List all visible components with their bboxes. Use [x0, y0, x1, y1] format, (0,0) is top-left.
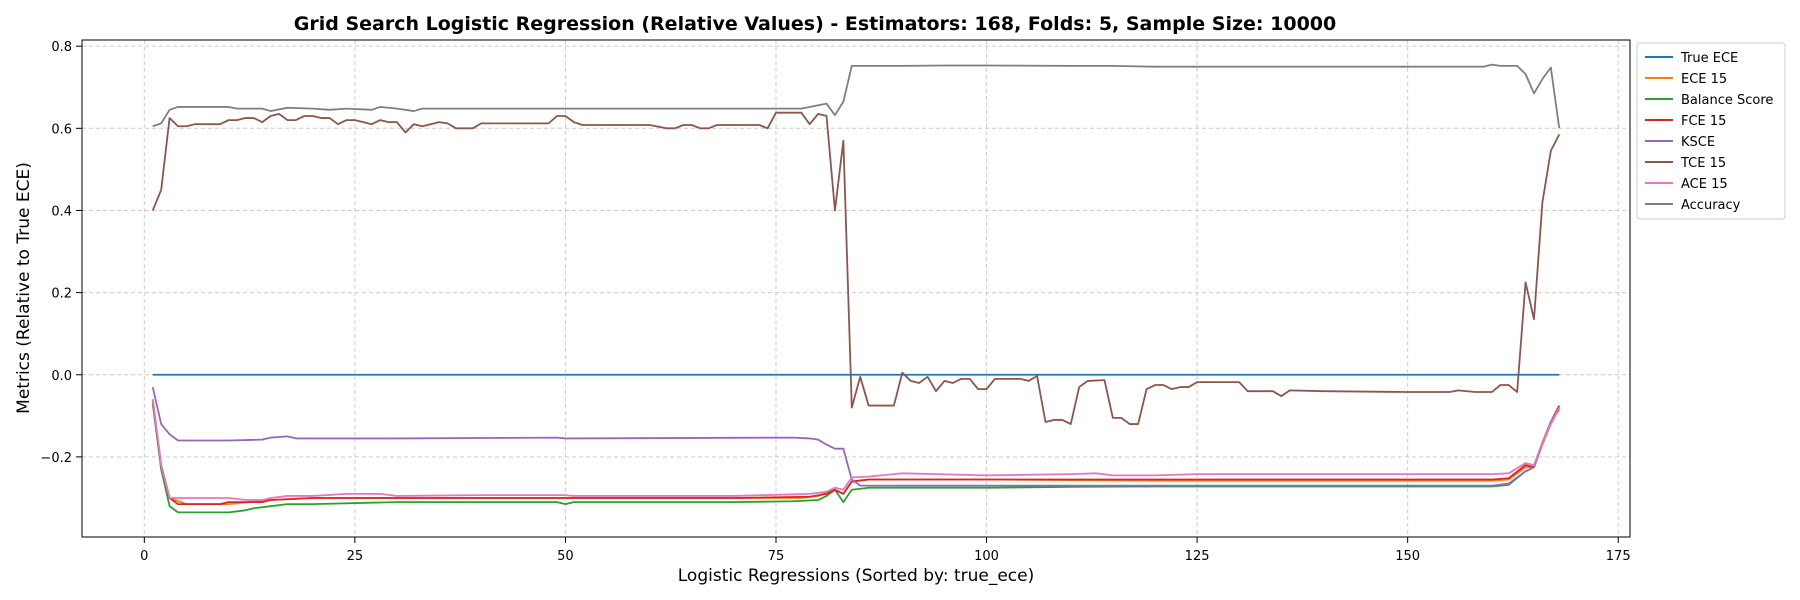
y-tick-label: 0.4 — [51, 204, 72, 219]
series-line-accuracy — [152, 63, 1561, 129]
y-tick-label: 0.2 — [51, 287, 72, 302]
x-tick-label: 175 — [1606, 549, 1631, 564]
legend-label: Accuracy — [1681, 198, 1741, 213]
x-tick-label: 0 — [140, 549, 148, 564]
y-tick-label: 0.6 — [51, 122, 72, 137]
x-tick-label: 125 — [1185, 549, 1210, 564]
y-tick-label: 0.8 — [51, 40, 72, 55]
legend: True ECE ECE 15 Balance Score FCE 15 KSCE TCE… — [1636, 42, 1786, 220]
legend-label: FCE 15 — [1681, 114, 1726, 129]
y-tick-label: 0.0 — [51, 369, 72, 384]
y-tick-label: −0.2 — [40, 451, 72, 466]
y-axis-label: Metrics (Relative to True ECE) — [14, 162, 34, 414]
legend-label: Balance Score — [1681, 93, 1773, 108]
series-line-ksce — [151, 386, 1560, 487]
x-tick-label: 50 — [557, 549, 574, 564]
tick-layer: 0 25 50 75 100 125 150 175 −0.2 0.0 0.2 0.4 0.6 0.8 — [40, 40, 1630, 564]
legend-label: True ECE — [1680, 51, 1738, 66]
chart-title: Grid Search Logistic Regression (Relativ… — [294, 13, 1337, 35]
legend-label: TCE 15 — [1680, 156, 1726, 171]
series-line-ace-15 — [151, 399, 1561, 501]
series-line-tce-15 — [151, 111, 1561, 425]
legend-label: ECE 15 — [1681, 72, 1727, 87]
x-tick-label: 100 — [974, 549, 999, 564]
legend-label: KSCE — [1681, 135, 1715, 150]
x-tick-label: 150 — [1395, 549, 1420, 564]
plot-frame — [81, 39, 1631, 538]
series-line-balance-score — [151, 403, 1561, 514]
x-axis-label: Logistic Regressions (Sorted by: true_ec… — [678, 566, 1035, 586]
series-lines — [151, 63, 1561, 514]
x-tick-label: 75 — [768, 549, 785, 564]
series-line-fce-15 — [151, 399, 1561, 506]
legend-box — [1636, 42, 1786, 220]
grid-layer — [82, 40, 1630, 537]
x-tick-label: 25 — [347, 549, 364, 564]
legend-label: ACE 15 — [1681, 177, 1728, 192]
